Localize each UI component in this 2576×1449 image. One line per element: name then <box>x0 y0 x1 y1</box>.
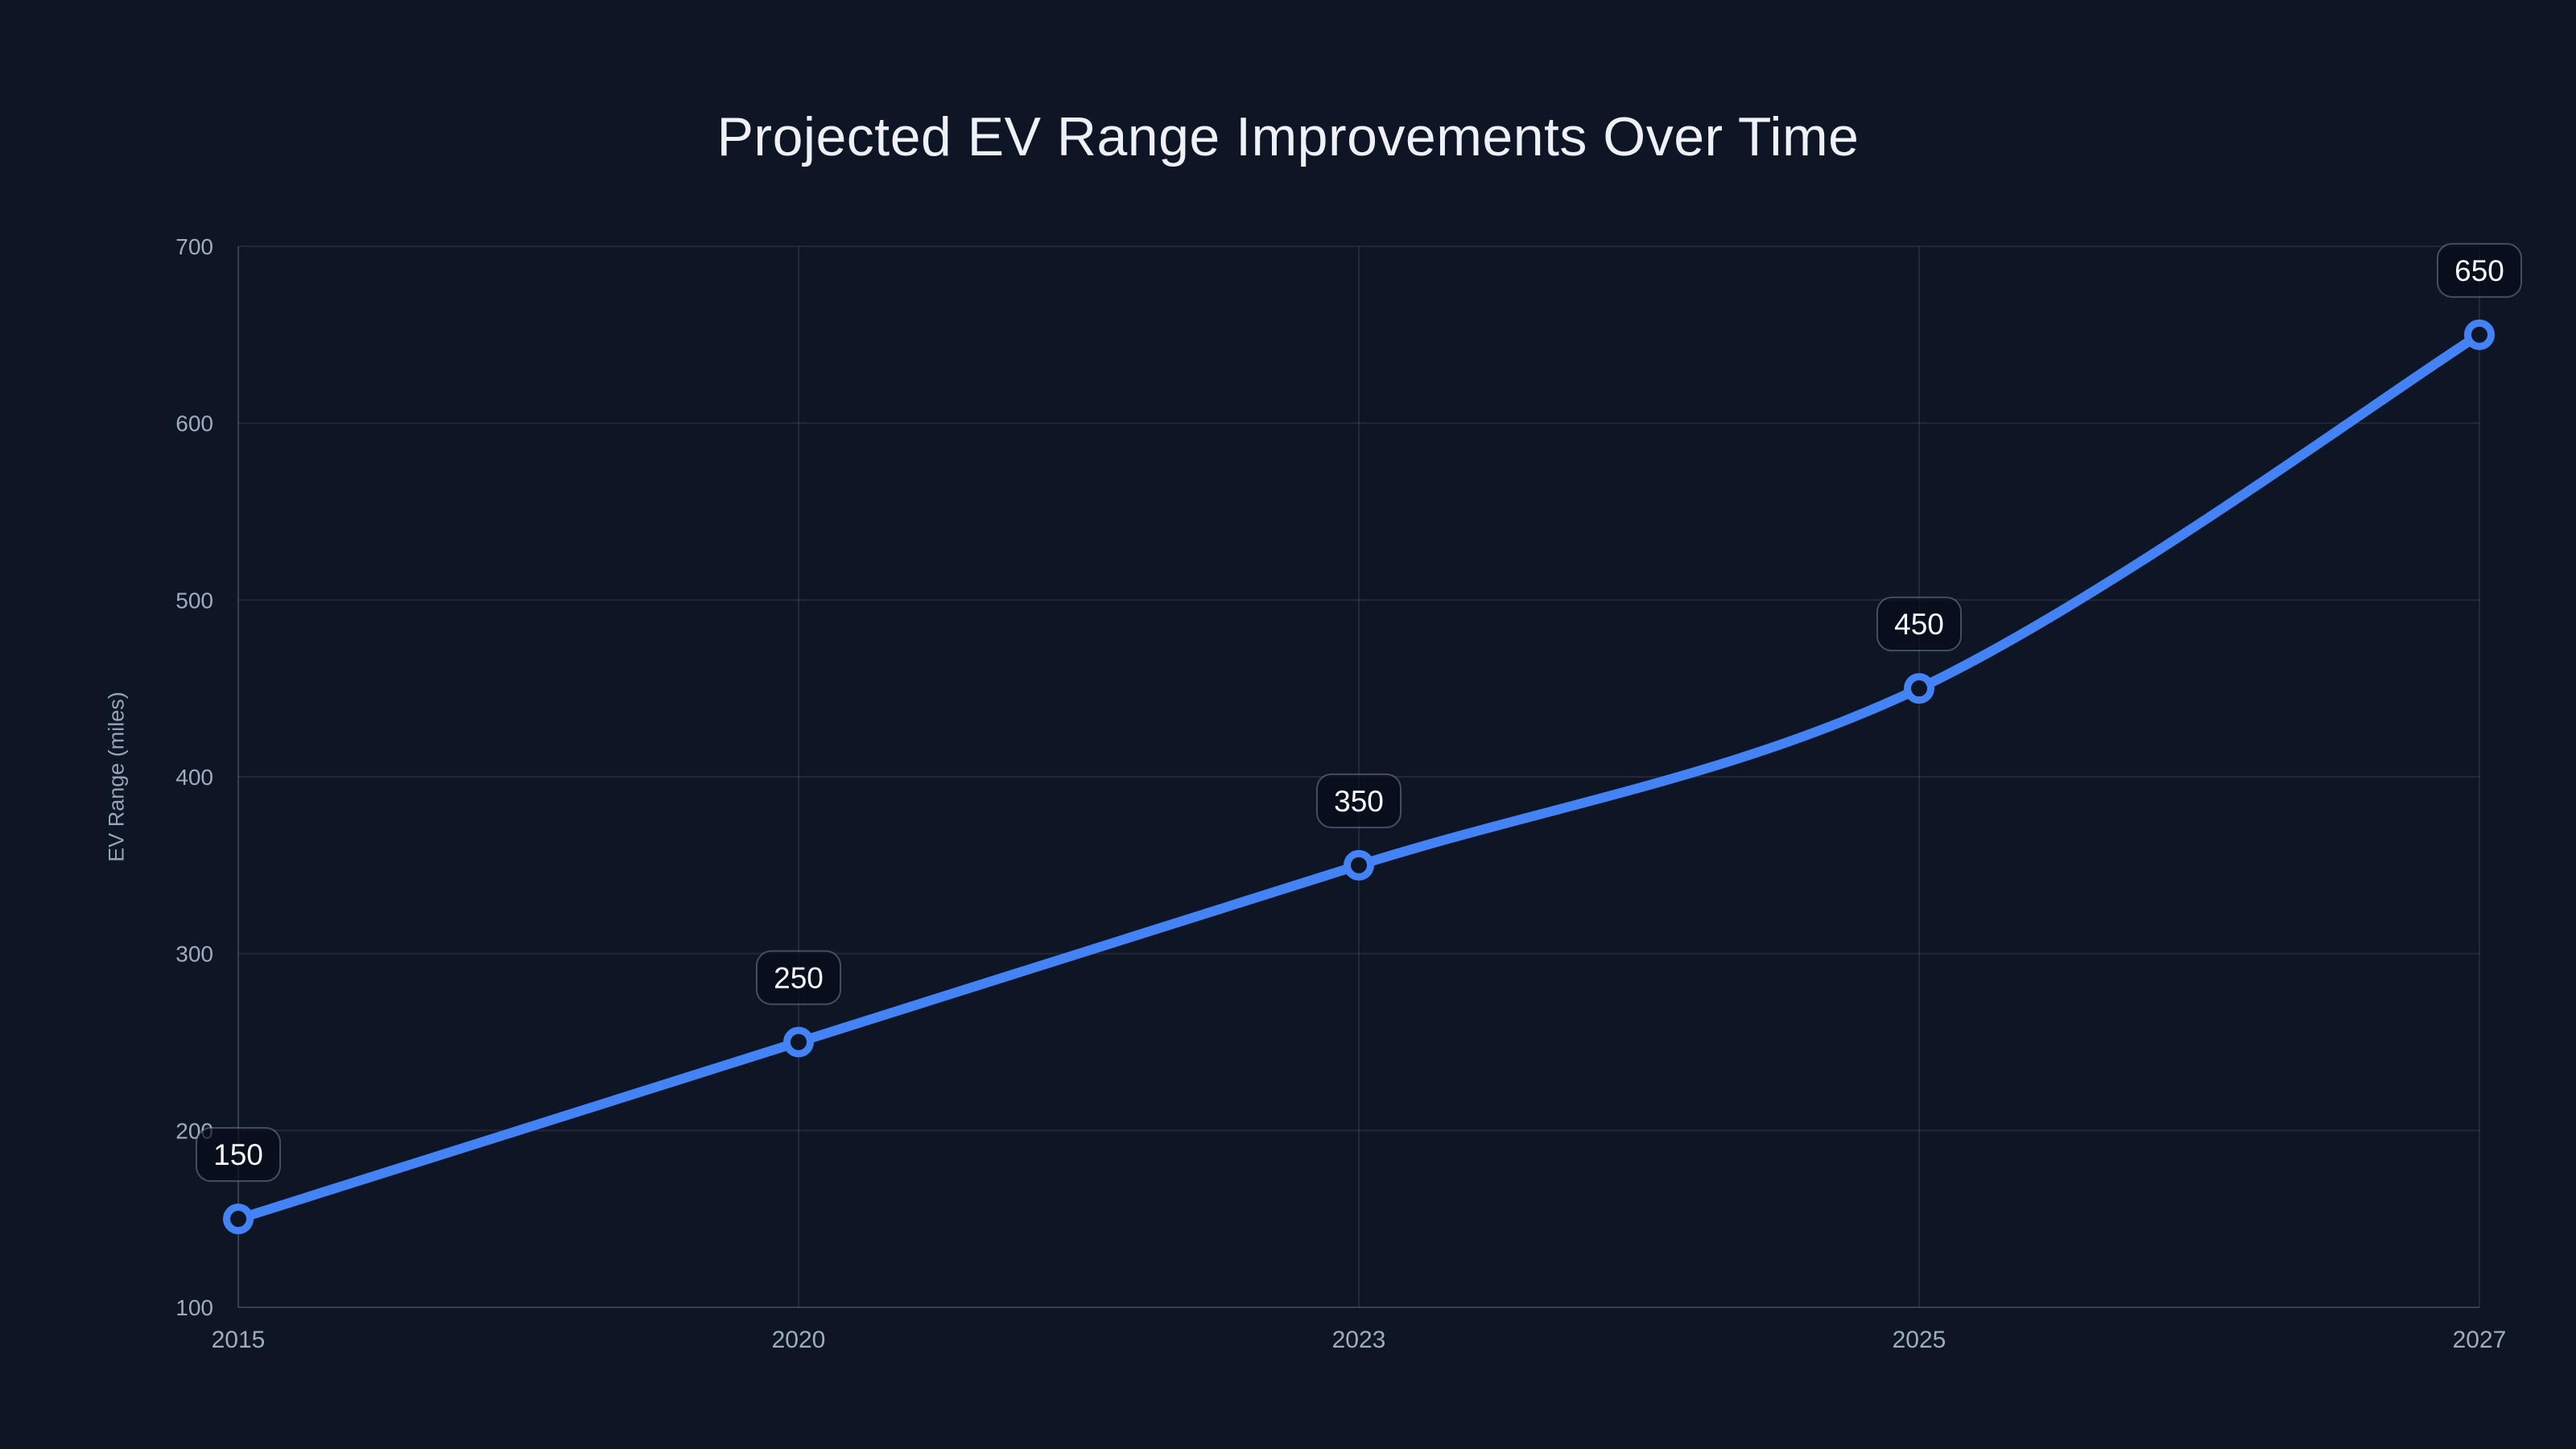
y-tick-label: 100 <box>175 1295 213 1320</box>
x-tick-label: 2027 <box>2453 1327 2507 1353</box>
x-tick-label: 2025 <box>1893 1327 1946 1353</box>
point-label-text: 150 <box>213 1138 263 1171</box>
data-point-marker[interactable] <box>1344 849 1374 881</box>
x-tick-label: 2020 <box>772 1327 826 1353</box>
y-tick-label: 500 <box>175 588 213 613</box>
point-label-badge <box>1316 773 1402 828</box>
data-point-marker[interactable] <box>223 1203 254 1235</box>
chart-title: Projected EV Range Improvements Over Tim… <box>716 106 1860 167</box>
point-label-text: 250 <box>774 962 824 995</box>
data-point-marker[interactable] <box>1904 673 1934 704</box>
data-point-marker[interactable] <box>783 1026 814 1058</box>
point-label-badge <box>756 950 841 1005</box>
data-point-marker[interactable] <box>2464 319 2495 350</box>
y-tick-label: 700 <box>175 234 213 259</box>
point-label-badge <box>196 1127 281 1183</box>
y-tick-label: 300 <box>175 942 213 967</box>
x-tick-label: 2023 <box>1332 1327 1386 1353</box>
point-label-text: 350 <box>1334 785 1384 818</box>
x-tick-label: 2015 <box>212 1327 266 1353</box>
point-label-text: 450 <box>1894 608 1944 641</box>
y-tick-label: 400 <box>175 765 213 790</box>
point-label-badge <box>1876 597 1962 652</box>
point-label-badge <box>2437 242 2522 298</box>
y-tick-label: 600 <box>175 411 213 436</box>
point-label-text: 650 <box>2454 254 2504 287</box>
